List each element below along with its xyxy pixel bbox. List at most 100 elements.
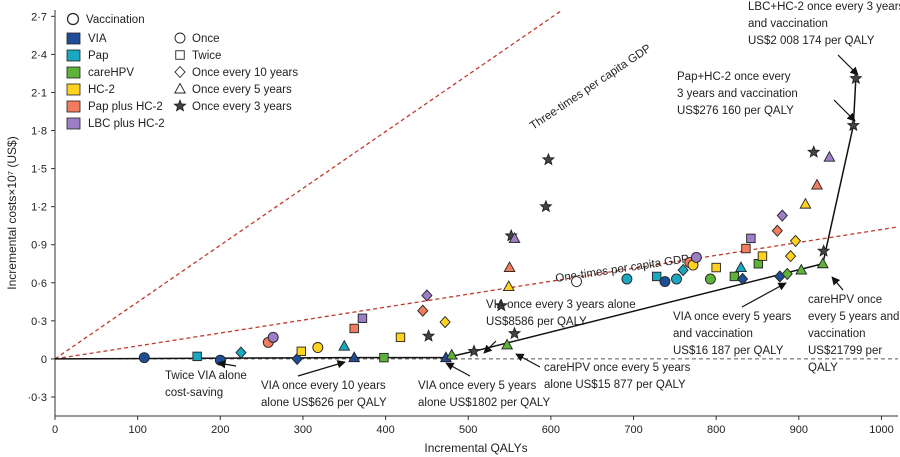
data-point [439, 315, 451, 329]
data-point [357, 313, 368, 324]
legend-strategy-label: Pap plus HC-2 [88, 101, 163, 113]
data-point [789, 234, 802, 248]
legend: Vaccination VIA Pap careHPV HC-2 Pap plus HC-… [66, 12, 298, 130]
y-tick-label: 0·6 [31, 278, 47, 290]
arrow-via-5y [445, 362, 471, 377]
y-tick-label: 1·2 [31, 202, 47, 214]
data-point [816, 244, 831, 257]
legend-swatch [66, 32, 81, 45]
annotation-carehpv-5y-alone: careHPV once every 5 years alone US$15 8… [544, 362, 694, 391]
data-point [501, 338, 514, 350]
arrow-via-5y-vacc [741, 282, 787, 308]
legend-swatch [66, 117, 81, 130]
legend-shape [174, 65, 186, 79]
three-times-gdp-label: Three-times per capita GDP [528, 42, 654, 132]
y-tick-label: 0·9 [31, 240, 47, 252]
gdp-threshold-lines [54, 9, 899, 360]
y-tick-label: 2·7 [31, 11, 47, 23]
data-point [349, 323, 359, 334]
data-point [651, 271, 662, 282]
data-point [734, 261, 747, 273]
data-point [737, 272, 749, 286]
data-point [235, 346, 247, 359]
three-times-gdp-line [54, 9, 563, 360]
data-point [704, 273, 716, 285]
annotation-via-10y: VIA once every 10 years alone US$626 per… [261, 380, 389, 409]
data-point [823, 150, 836, 162]
data-point [816, 257, 829, 269]
data-point [671, 273, 682, 285]
data-point [192, 351, 202, 362]
data-point [781, 267, 793, 281]
data-point [395, 332, 406, 343]
annotation-pap-hc2-3y-vacc: Pap+HC-2 once every 3 years and vaccinat… [677, 71, 801, 117]
x-tick-label: 100 [128, 424, 146, 436]
data-point [417, 304, 429, 317]
data-point [757, 251, 768, 261]
data-point [507, 326, 522, 340]
y-ticks: ·0·3 0 0·3 0·6 0·9 1·2 1·5 1·8 2·1 2·4 2·7 [27, 11, 55, 404]
data-point [502, 280, 515, 292]
y-axis-label: Incremental costs×10⁷ (US$) [5, 136, 19, 289]
legend-frequency-label: Twice [192, 50, 221, 62]
legend-swatch [66, 100, 81, 113]
x-axis-label: Incremental QALYs [424, 441, 527, 455]
data-point [421, 329, 436, 342]
annotation-carehpv-5y-vacc: careHPV once every 5 years and vaccinati… [808, 294, 900, 374]
one-times-gdp-line [54, 226, 899, 360]
data-point [659, 276, 671, 287]
data-point [494, 298, 508, 312]
data-point [571, 276, 582, 287]
arrow-carehpv-5y-vacc [831, 276, 844, 291]
data-point [677, 263, 689, 277]
legend-strategy-label: Pap [88, 50, 108, 62]
legend-frequency-label: Once [192, 33, 220, 45]
legend-shape [173, 99, 187, 112]
data-point [846, 118, 861, 132]
x-tick-label: 900 [790, 424, 808, 436]
y-tick-label: 2·4 [31, 49, 47, 61]
y-tick-label: 0·3 [31, 316, 47, 328]
data-point [776, 209, 788, 222]
legend-vaccination-label: Vaccination [86, 14, 145, 26]
data-point [771, 224, 783, 237]
x-tick-label: 600 [542, 424, 560, 436]
data-point [784, 249, 797, 263]
x-tick-label: 400 [376, 424, 394, 436]
legend-vaccination-marker [66, 12, 80, 26]
x-tick-label: 200 [211, 424, 229, 436]
x-tick-label: 500 [459, 424, 477, 436]
legend-frequency-label: Once every 5 years [192, 84, 292, 96]
legend-strategy-label: careHPV [88, 67, 134, 79]
data-point [379, 352, 389, 363]
x-tick-label: 0 [52, 424, 58, 436]
data-point [807, 145, 821, 158]
arrow-lbc-hc2 [837, 54, 859, 76]
annotation-via-3y: VIA once every 3 years alone US$8586 per… [486, 299, 639, 328]
legend-shape [173, 82, 187, 94]
data-point [267, 331, 279, 343]
legend-shape [174, 32, 186, 44]
data-point [312, 342, 324, 353]
annotations: Twice VIA alone cost-saving VIA once eve… [165, 1, 900, 409]
x-ticks: 0 100 200 300 400 500 600 700 800 900 1000 [52, 416, 894, 436]
legend-strategy-label: VIA [88, 33, 107, 45]
data-point [849, 71, 863, 85]
y-tick-label: 1·5 [31, 164, 47, 176]
data-point [296, 346, 306, 356]
data-point [690, 251, 702, 263]
data-points [138, 71, 863, 366]
data-point [539, 199, 553, 213]
x-tick-label: 700 [624, 424, 642, 436]
legend-swatch [66, 83, 81, 96]
data-point [729, 271, 740, 282]
legend-strategy-label: LBC plus HC-2 [88, 118, 165, 130]
data-point [338, 339, 351, 351]
data-point [503, 261, 516, 273]
annotation-via-5y: VIA once every 5 years alone US$1802 per… [418, 380, 550, 409]
data-point [348, 351, 361, 363]
arrow-carehpv-5y-alone [515, 353, 541, 368]
x-tick-label: 1000 [869, 424, 893, 436]
legend-shape [175, 50, 185, 60]
data-point [810, 178, 824, 190]
